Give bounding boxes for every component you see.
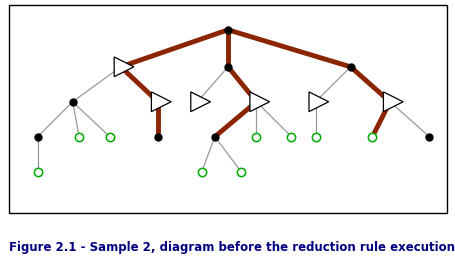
- Polygon shape: [190, 92, 210, 112]
- Polygon shape: [308, 92, 328, 112]
- Polygon shape: [383, 92, 402, 112]
- Polygon shape: [114, 57, 134, 77]
- Polygon shape: [249, 92, 269, 112]
- Polygon shape: [151, 92, 171, 112]
- Text: Figure 2.1 - Sample 2, diagram before the reduction rule execution: Figure 2.1 - Sample 2, diagram before th…: [9, 241, 454, 254]
